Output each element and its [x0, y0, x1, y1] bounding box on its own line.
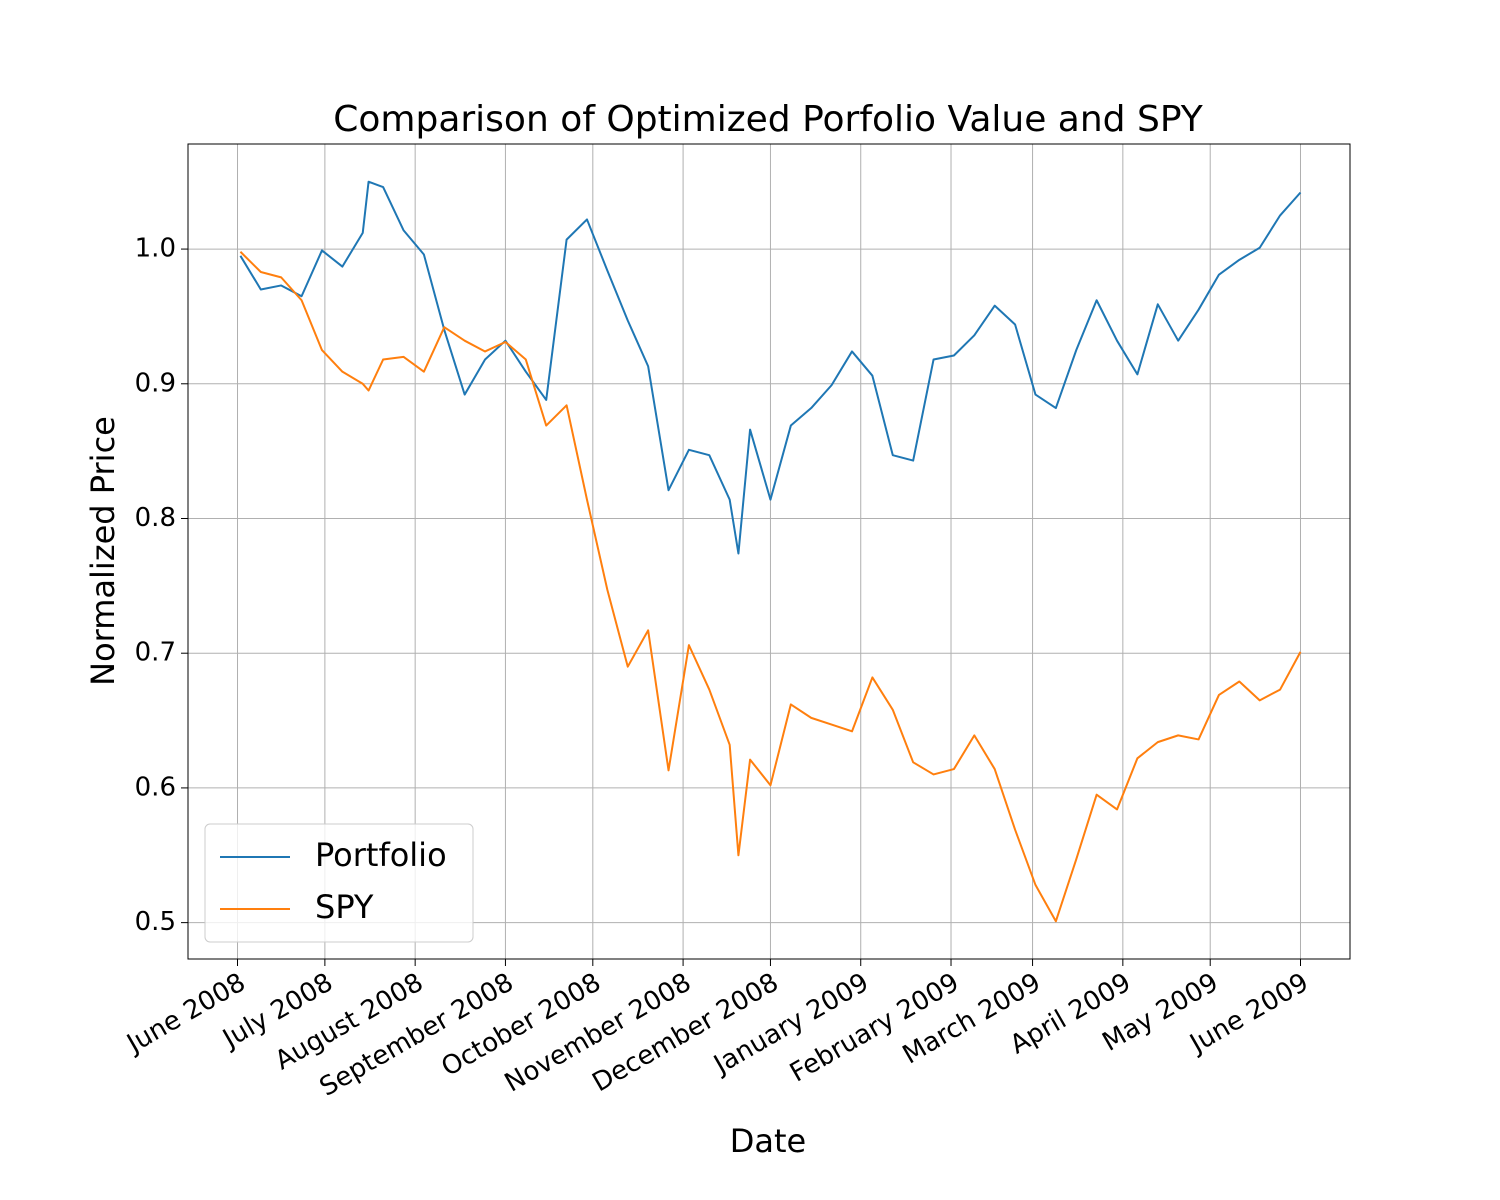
y-tick-label: 0.5: [135, 907, 176, 937]
plot-frame: [187, 143, 1351, 960]
y-tick-label: 0.8: [135, 503, 176, 533]
y-tick-label: 0.6: [135, 772, 176, 802]
series-line: [239, 251, 1302, 923]
legend-box: [204, 823, 474, 943]
x-axis-label: Date: [730, 1122, 806, 1160]
y-tick-label: 1.0: [135, 234, 176, 264]
series-line: [239, 180, 1302, 555]
chart-title: Comparison of Optimized Porfolio Value a…: [333, 99, 1204, 140]
y-tick-label: 0.7: [135, 638, 176, 668]
y-tick-label: 0.9: [135, 368, 176, 398]
legend-label: Portfolio: [315, 836, 447, 874]
y-axis-label: Normalized Price: [84, 416, 122, 686]
legend-label: SPY: [315, 888, 374, 926]
